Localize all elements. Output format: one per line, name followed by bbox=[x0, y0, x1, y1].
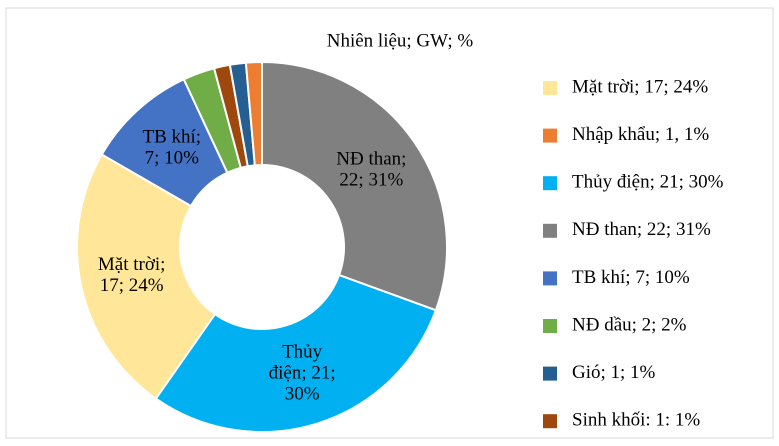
donut-slice bbox=[154, 273, 438, 433]
legend-label: NĐ dầu; 2; 2% bbox=[572, 314, 687, 335]
donut-slice bbox=[261, 60, 448, 312]
data-label: Mặt trời; bbox=[98, 254, 166, 275]
legend-swatch bbox=[543, 223, 557, 238]
data-label: TB khí; bbox=[143, 126, 202, 147]
chart-title: Nhiên liệu; GW; % bbox=[327, 30, 474, 51]
legend-label: Mặt trời; 17; 24% bbox=[572, 76, 708, 97]
data-label: 22; 31% bbox=[339, 169, 403, 190]
legend-label: TB khí; 7; 10% bbox=[572, 267, 690, 288]
data-label: điện; 21; bbox=[269, 363, 336, 384]
legend-swatch bbox=[543, 366, 557, 381]
data-label: 17; 24% bbox=[100, 275, 164, 296]
legend-swatch bbox=[543, 319, 557, 333]
donut-slice bbox=[244, 60, 263, 167]
legend-swatch bbox=[543, 128, 557, 143]
data-label: Thủy bbox=[282, 342, 323, 363]
legend-swatch bbox=[543, 271, 557, 286]
data-label: 30% bbox=[285, 384, 320, 405]
legend-swatch bbox=[543, 176, 557, 191]
donut-slice bbox=[76, 153, 217, 400]
legend-label: Sinh khối: 1: 1% bbox=[572, 410, 700, 431]
data-label: NĐ than; bbox=[336, 148, 406, 169]
data-label: 7; 10% bbox=[145, 147, 200, 168]
legend-swatch bbox=[543, 81, 557, 95]
legend-label: NĐ than; 22; 31% bbox=[572, 219, 711, 240]
legend-swatch bbox=[543, 414, 557, 429]
legend-label: Gió; 1; 1% bbox=[572, 362, 656, 383]
legend-label: Thủy điện; 21; 30% bbox=[572, 172, 724, 193]
legend-label: Nhập khẩu; 1, 1% bbox=[572, 124, 709, 145]
